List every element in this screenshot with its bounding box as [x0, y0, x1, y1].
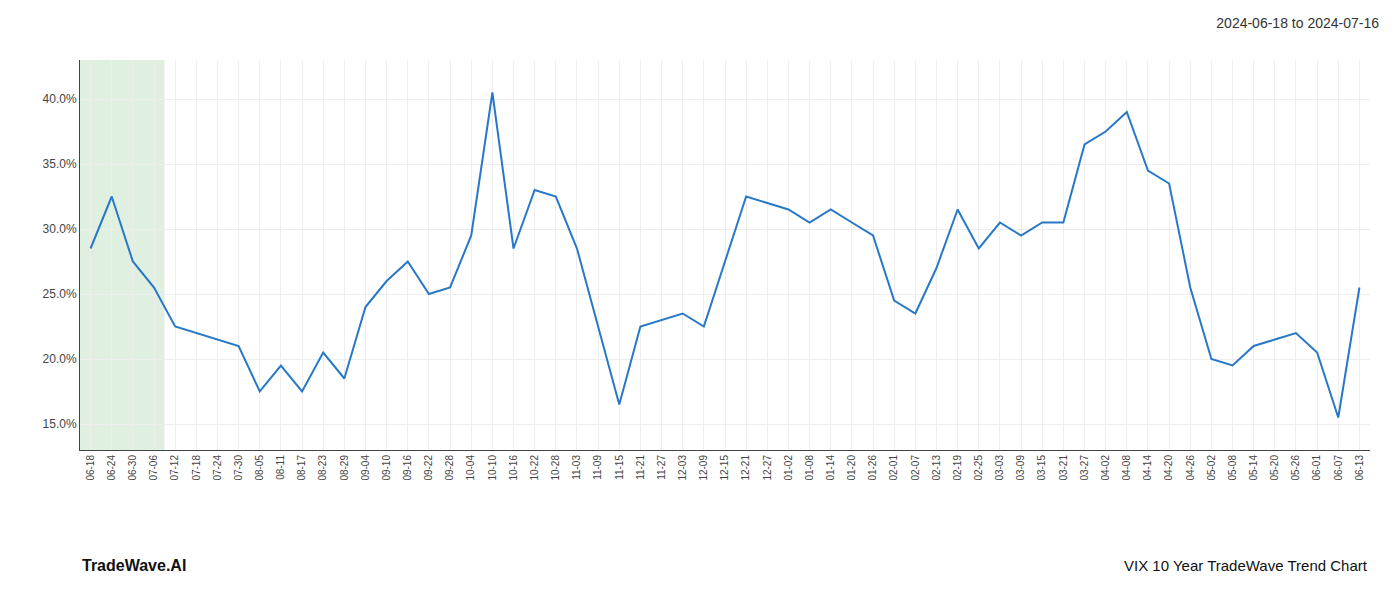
- svg-text:10-10: 10-10: [487, 455, 498, 481]
- svg-text:09-10: 09-10: [381, 455, 392, 481]
- svg-text:VIX 10 Year TradeWave Trend Ch: VIX 10 Year TradeWave Trend Chart: [1124, 557, 1368, 574]
- svg-text:04-26: 04-26: [1185, 455, 1196, 481]
- svg-text:03-21: 03-21: [1058, 455, 1069, 481]
- svg-text:06-24: 06-24: [106, 455, 117, 481]
- svg-text:2024-06-18 to 2024-07-16: 2024-06-18 to 2024-07-16: [1216, 15, 1379, 31]
- svg-text:09-22: 09-22: [423, 455, 434, 481]
- svg-text:04-20: 04-20: [1163, 455, 1174, 481]
- svg-text:01-20: 01-20: [846, 455, 857, 481]
- svg-text:12-21: 12-21: [740, 455, 751, 481]
- svg-text:05-02: 05-02: [1206, 455, 1217, 481]
- svg-text:30.0%: 30.0%: [43, 222, 77, 236]
- svg-text:07-12: 07-12: [169, 455, 180, 481]
- svg-text:07-24: 07-24: [212, 455, 223, 481]
- svg-text:07-18: 07-18: [191, 455, 202, 481]
- svg-text:06-18: 06-18: [85, 455, 96, 481]
- svg-text:06-13: 06-13: [1354, 455, 1365, 481]
- svg-text:12-27: 12-27: [762, 455, 773, 481]
- svg-text:02-25: 02-25: [973, 455, 984, 481]
- svg-text:10-16: 10-16: [508, 455, 519, 481]
- svg-text:05-08: 05-08: [1227, 455, 1238, 481]
- svg-text:01-08: 01-08: [804, 455, 815, 481]
- svg-text:04-08: 04-08: [1121, 455, 1132, 481]
- svg-text:12-15: 12-15: [719, 455, 730, 481]
- svg-text:11-15: 11-15: [614, 455, 625, 480]
- svg-text:06-01: 06-01: [1311, 455, 1322, 481]
- svg-text:05-14: 05-14: [1248, 455, 1259, 481]
- svg-text:01-26: 01-26: [867, 455, 878, 481]
- svg-text:25.0%: 25.0%: [43, 287, 77, 301]
- svg-text:08-17: 08-17: [296, 455, 307, 481]
- svg-text:09-16: 09-16: [402, 455, 413, 481]
- svg-text:10-04: 10-04: [465, 455, 476, 481]
- svg-text:05-26: 05-26: [1290, 455, 1301, 481]
- svg-text:06-07: 06-07: [1333, 455, 1344, 481]
- svg-text:09-04: 09-04: [360, 455, 371, 481]
- svg-text:07-30: 07-30: [233, 455, 244, 481]
- svg-text:01-02: 01-02: [783, 455, 794, 481]
- svg-text:08-05: 08-05: [254, 455, 265, 481]
- svg-text:03-15: 03-15: [1036, 455, 1047, 481]
- svg-text:03-03: 03-03: [994, 455, 1005, 481]
- svg-text:03-09: 03-09: [1015, 455, 1026, 481]
- svg-text:05-20: 05-20: [1269, 455, 1280, 481]
- svg-text:11-03: 11-03: [571, 455, 582, 480]
- svg-text:06-30: 06-30: [127, 455, 138, 481]
- svg-text:11-27: 11-27: [656, 455, 667, 480]
- svg-text:02-07: 02-07: [910, 455, 921, 481]
- svg-text:08-11: 08-11: [275, 455, 286, 480]
- svg-text:08-29: 08-29: [339, 455, 350, 481]
- svg-text:01-14: 01-14: [825, 455, 836, 481]
- svg-text:04-14: 04-14: [1142, 455, 1153, 481]
- svg-text:09-28: 09-28: [444, 455, 455, 481]
- svg-text:20.0%: 20.0%: [43, 352, 77, 366]
- svg-text:TradeWave.AI: TradeWave.AI: [82, 557, 186, 574]
- svg-text:40.0%: 40.0%: [43, 92, 77, 106]
- svg-text:03-27: 03-27: [1079, 455, 1090, 481]
- svg-text:02-19: 02-19: [952, 455, 963, 481]
- svg-text:08-23: 08-23: [317, 455, 328, 481]
- svg-text:12-09: 12-09: [698, 455, 709, 481]
- svg-text:35.0%: 35.0%: [43, 157, 77, 171]
- svg-text:07-06: 07-06: [148, 455, 159, 481]
- svg-text:15.0%: 15.0%: [43, 417, 77, 431]
- svg-text:12-03: 12-03: [677, 455, 688, 481]
- svg-text:11-09: 11-09: [592, 455, 603, 480]
- svg-text:04-02: 04-02: [1100, 455, 1111, 481]
- svg-text:11-21: 11-21: [635, 455, 646, 480]
- svg-text:02-13: 02-13: [931, 455, 942, 481]
- svg-text:10-22: 10-22: [529, 455, 540, 481]
- svg-text:10-28: 10-28: [550, 455, 561, 481]
- svg-text:02-01: 02-01: [888, 455, 899, 481]
